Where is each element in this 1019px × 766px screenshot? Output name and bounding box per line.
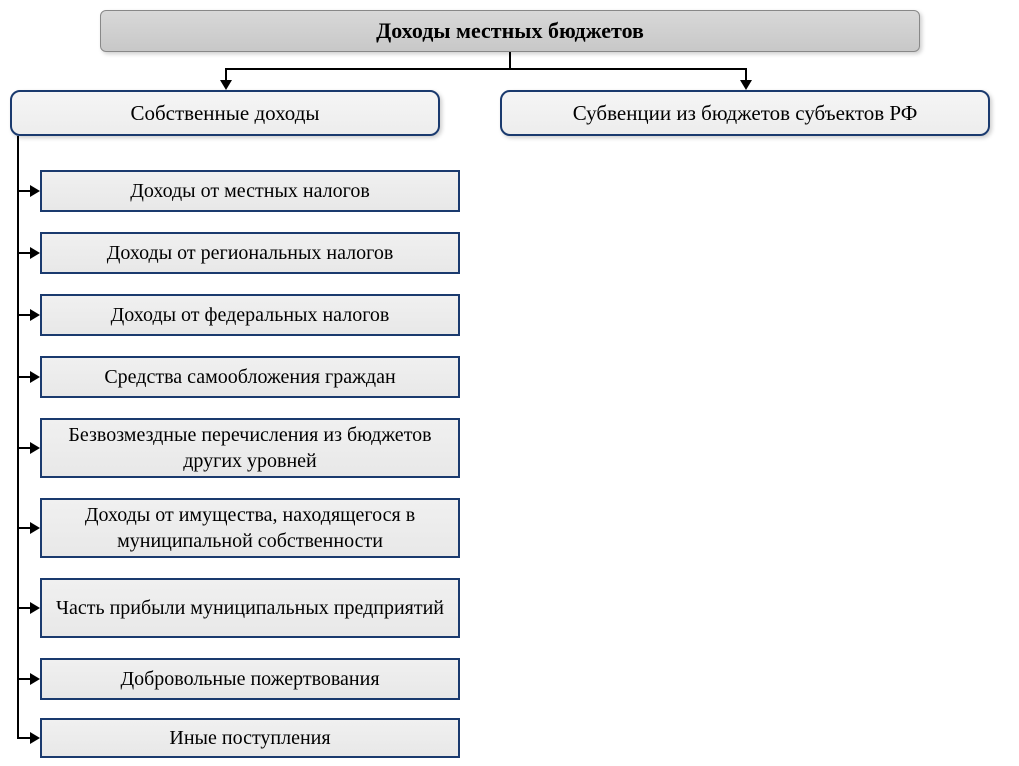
leaf-gratuitous-transfers: Безвозмездные перечисления из бюджетов д… — [40, 418, 460, 478]
leaf-regional-taxes: Доходы от региональных налогов — [40, 232, 460, 274]
arrow-right-branch — [740, 80, 752, 90]
connector-leaf-3 — [17, 376, 31, 378]
leaf-property-income: Доходы от имущества, находящегося в муни… — [40, 498, 460, 558]
leaf-6-label: Часть прибыли муниципальных предприятий — [56, 595, 444, 621]
arrow-leaf-5 — [30, 522, 40, 534]
arrow-leaf-3 — [30, 371, 40, 383]
connector-right-drop — [745, 68, 747, 80]
arrow-left-branch — [220, 80, 232, 90]
arrow-leaf-4 — [30, 442, 40, 454]
connector-leaf-2 — [17, 314, 31, 316]
connector-leaf-6 — [17, 607, 31, 609]
arrow-leaf-8 — [30, 732, 40, 744]
leaf-4-label: Безвозмездные перечисления из бюджетов д… — [52, 422, 448, 474]
leaf-0-label: Доходы от местных налогов — [130, 178, 370, 204]
leaf-2-label: Доходы от федеральных налогов — [111, 302, 390, 328]
connector-leaf-5 — [17, 527, 31, 529]
connector-root-horiz — [225, 68, 747, 70]
leaf-other-receipts: Иные поступления — [40, 718, 460, 758]
branch-own-income: Собственные доходы — [10, 90, 440, 136]
connector-leaf-8 — [17, 737, 31, 739]
branch-own-label: Собственные доходы — [130, 101, 319, 126]
leaf-donations: Добровольные пожертвования — [40, 658, 460, 700]
leaf-self-taxation: Средства самообложения граждан — [40, 356, 460, 398]
root-label: Доходы местных бюджетов — [376, 18, 644, 44]
leaf-5-label: Доходы от имущества, находящегося в муни… — [52, 502, 448, 554]
arrow-leaf-7 — [30, 673, 40, 685]
arrow-leaf-0 — [30, 185, 40, 197]
connector-left-drop — [225, 68, 227, 80]
arrow-leaf-2 — [30, 309, 40, 321]
connector-root-vert — [509, 52, 511, 68]
connector-trunk-vert — [17, 136, 19, 738]
leaf-local-taxes: Доходы от местных налогов — [40, 170, 460, 212]
leaf-7-label: Добровольные пожертвования — [120, 666, 379, 692]
connector-leaf-7 — [17, 678, 31, 680]
leaf-enterprise-profit: Часть прибыли муниципальных предприятий — [40, 578, 460, 638]
connector-leaf-4 — [17, 447, 31, 449]
branch-subventions: Субвенции из бюджетов субъектов РФ — [500, 90, 990, 136]
leaf-3-label: Средства самообложения граждан — [104, 364, 395, 390]
leaf-8-label: Иные поступления — [169, 725, 330, 751]
branch-subv-label: Субвенции из бюджетов субъектов РФ — [573, 101, 918, 126]
arrow-leaf-6 — [30, 602, 40, 614]
connector-leaf-1 — [17, 252, 31, 254]
arrow-leaf-1 — [30, 247, 40, 259]
root-node: Доходы местных бюджетов — [100, 10, 920, 52]
leaf-federal-taxes: Доходы от федеральных налогов — [40, 294, 460, 336]
leaf-1-label: Доходы от региональных налогов — [107, 240, 394, 266]
connector-leaf-0 — [17, 190, 31, 192]
